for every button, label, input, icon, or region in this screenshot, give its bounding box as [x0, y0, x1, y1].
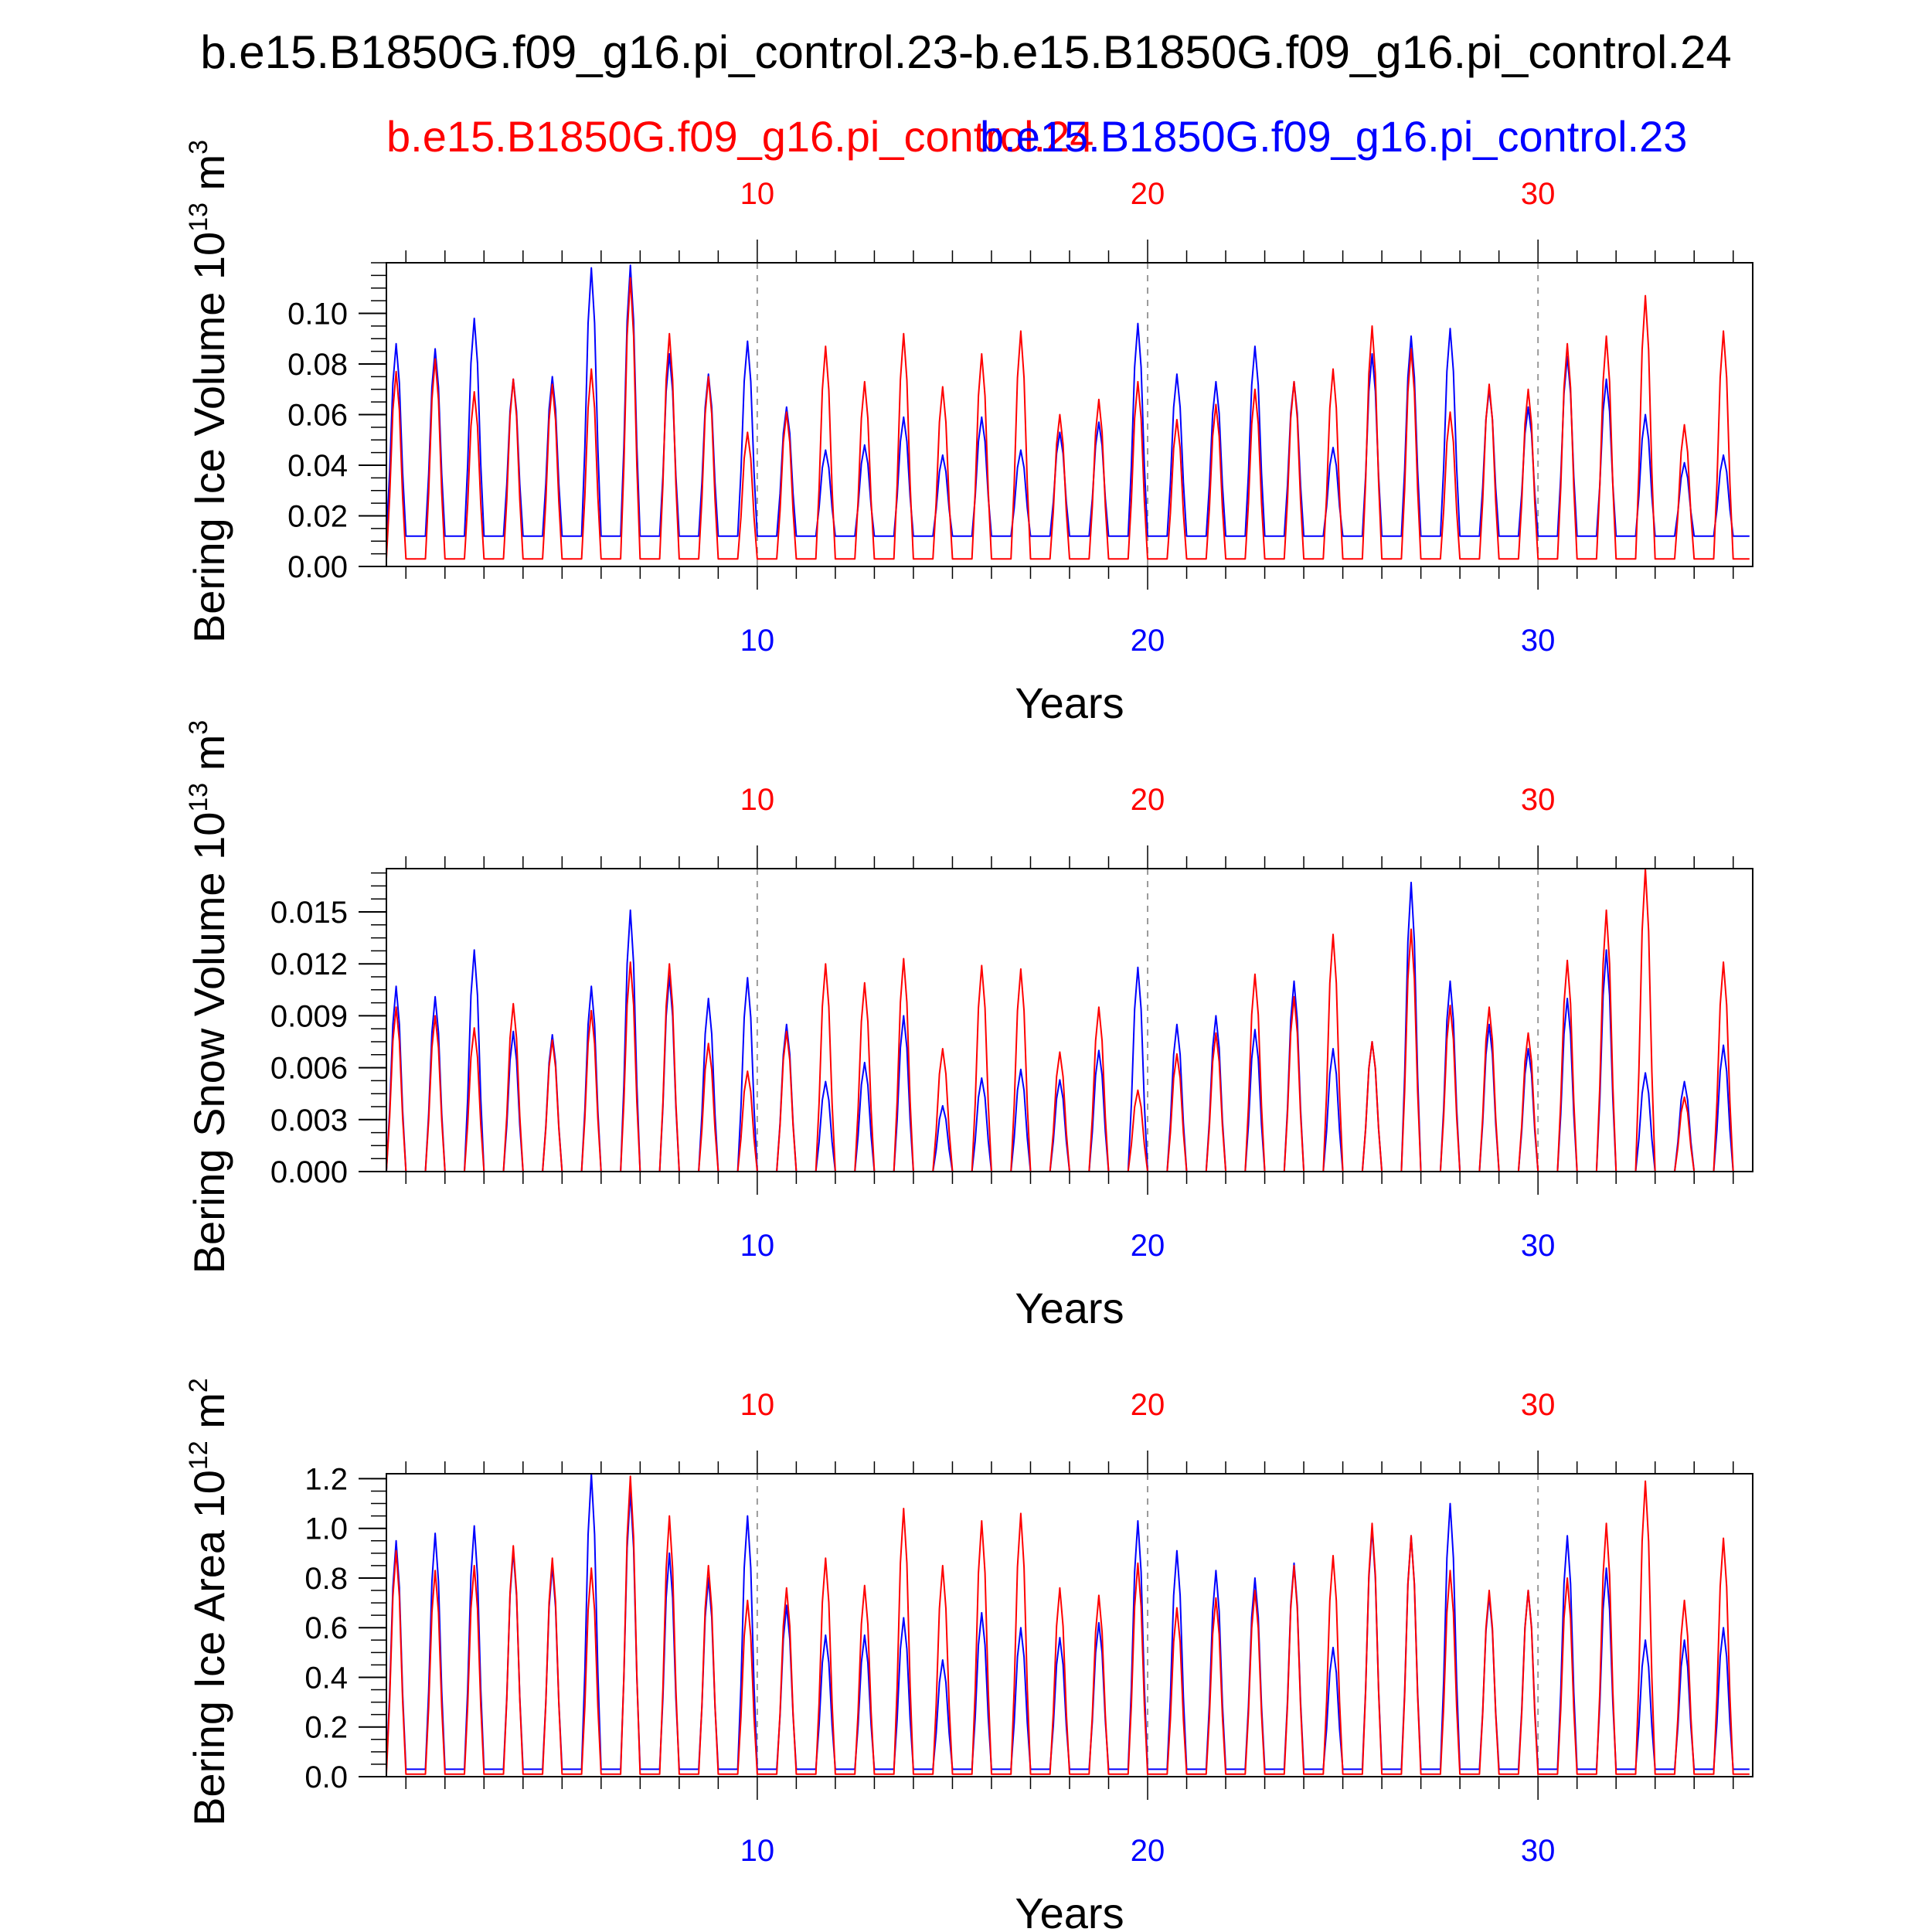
y-axis-title-text: Bering Ice Volume 10: [185, 232, 233, 643]
y-tick-label: 0.00: [287, 550, 348, 584]
series-line-run-24: [386, 277, 1750, 560]
chart-panel-1: 0.00 0.02 0.04 0.06 0.08 0.10 10 10 20 20 30 30 Year…: [184, 140, 1753, 727]
y-tick-label: 0.8: [304, 1562, 348, 1596]
y-tick-label: 0.006: [270, 1052, 348, 1086]
y-axis-title-text: m: [185, 1393, 233, 1440]
figure-title: b.e15.B1850G.f09_g16.pi_control.23-b.e15…: [200, 26, 1732, 78]
x-axis-title: Years: [1015, 1284, 1124, 1332]
x-tick-label-bottom: 30: [1521, 1229, 1556, 1263]
y-axis-title-superscript: 12: [184, 1440, 213, 1470]
series-line-run-24: [386, 868, 1750, 1172]
y-tick-label: 0.012: [270, 947, 348, 981]
y-tick-label: 0.4: [304, 1661, 348, 1695]
y-tick-label: 1.2: [304, 1462, 348, 1496]
chart-panels: 0.000.020.040.060.080.10101020203030Year…: [184, 140, 1753, 1932]
y-tick-label: 0.003: [270, 1104, 348, 1138]
x-tick-label-top: 10: [740, 1388, 775, 1422]
y-axis-title-superscript: 3: [184, 720, 213, 735]
y-axis-title: Bering Ice Area 1012 m2: [184, 1378, 233, 1826]
y-tick-label: 0.2: [304, 1711, 348, 1745]
y-axis-title-superscript: 3: [184, 140, 213, 155]
plot-frame: [386, 262, 1753, 567]
y-axis-title-superscript: 13: [184, 783, 213, 812]
x-tick-label-top: 30: [1521, 177, 1556, 211]
y-tick-label: 1.0: [304, 1512, 348, 1546]
chart-panel-3: 0.0 0.2 0.4 0.6 0.8 1.0 1.2 10 10 20 20 30 30 Years Be…: [184, 1378, 1753, 1932]
y-tick-label: 0.04: [287, 449, 348, 483]
y-tick-label: 0.08: [287, 348, 348, 382]
y-tick-label: 0.009: [270, 999, 348, 1033]
y-tick-label: 0.000: [270, 1155, 348, 1189]
x-tick-label-top: 20: [1131, 1388, 1165, 1422]
x-tick-label-top: 10: [740, 177, 775, 211]
x-tick-label-bottom: 30: [1521, 1834, 1556, 1868]
plot-frame: [386, 868, 1753, 1172]
x-tick-label-bottom: 20: [1131, 1834, 1165, 1868]
y-axis-title-text: Bering Ice Area 10: [185, 1470, 233, 1826]
y-axis-title-text: m: [185, 155, 233, 202]
y-tick-label: 0.10: [287, 298, 348, 332]
plot-frame: [386, 1473, 1753, 1777]
series-line-run-23: [386, 264, 1750, 537]
legend-label-run-24: b.e15.B1850G.f09_g16.pi_control.24: [386, 112, 1094, 161]
chart-panel-2: 0.000 0.003 0.006 0.009 0.012 0.015 10 10 20 20 30…: [184, 720, 1753, 1332]
x-tick-label-bottom: 10: [740, 1834, 775, 1868]
x-axis-title: Years: [1015, 679, 1124, 727]
y-axis-title-text: Bering Snow Volume 10: [185, 812, 233, 1274]
x-tick-label-top: 30: [1521, 1388, 1556, 1422]
y-axis-title: Bering Ice Volume 1013 m3: [184, 140, 233, 643]
y-tick-label: 0.02: [287, 500, 348, 534]
y-tick-label: 0.06: [287, 399, 348, 433]
x-tick-label-top: 10: [740, 783, 775, 817]
y-axis-title-text: m: [185, 735, 233, 783]
y-axis-title-superscript: 13: [184, 202, 213, 232]
y-tick-label: 0.0: [304, 1760, 348, 1794]
x-tick-label-bottom: 20: [1131, 1229, 1165, 1263]
x-tick-label-bottom: 30: [1521, 624, 1556, 658]
x-tick-label-bottom: 10: [740, 1229, 775, 1263]
x-axis-title: Years: [1015, 1889, 1124, 1932]
series-line-run-24: [386, 1475, 1750, 1775]
y-tick-label: 0.015: [270, 896, 348, 930]
x-tick-label-top: 20: [1131, 783, 1165, 817]
series-line-run-23: [386, 1473, 1750, 1770]
x-tick-label-top: 30: [1521, 783, 1556, 817]
y-axis-title: Bering Snow Volume 1013 m3: [184, 720, 233, 1274]
y-axis-title-superscript: 2: [184, 1378, 213, 1393]
legend-label-run-23: b.e15.B1850G.f09_g16.pi_control.23: [980, 112, 1687, 161]
y-tick-label: 0.6: [304, 1611, 348, 1645]
series-line-run-23: [386, 881, 1750, 1172]
x-tick-label-top: 20: [1131, 177, 1165, 211]
x-tick-label-bottom: 20: [1131, 624, 1165, 658]
x-tick-label-bottom: 10: [740, 624, 775, 658]
